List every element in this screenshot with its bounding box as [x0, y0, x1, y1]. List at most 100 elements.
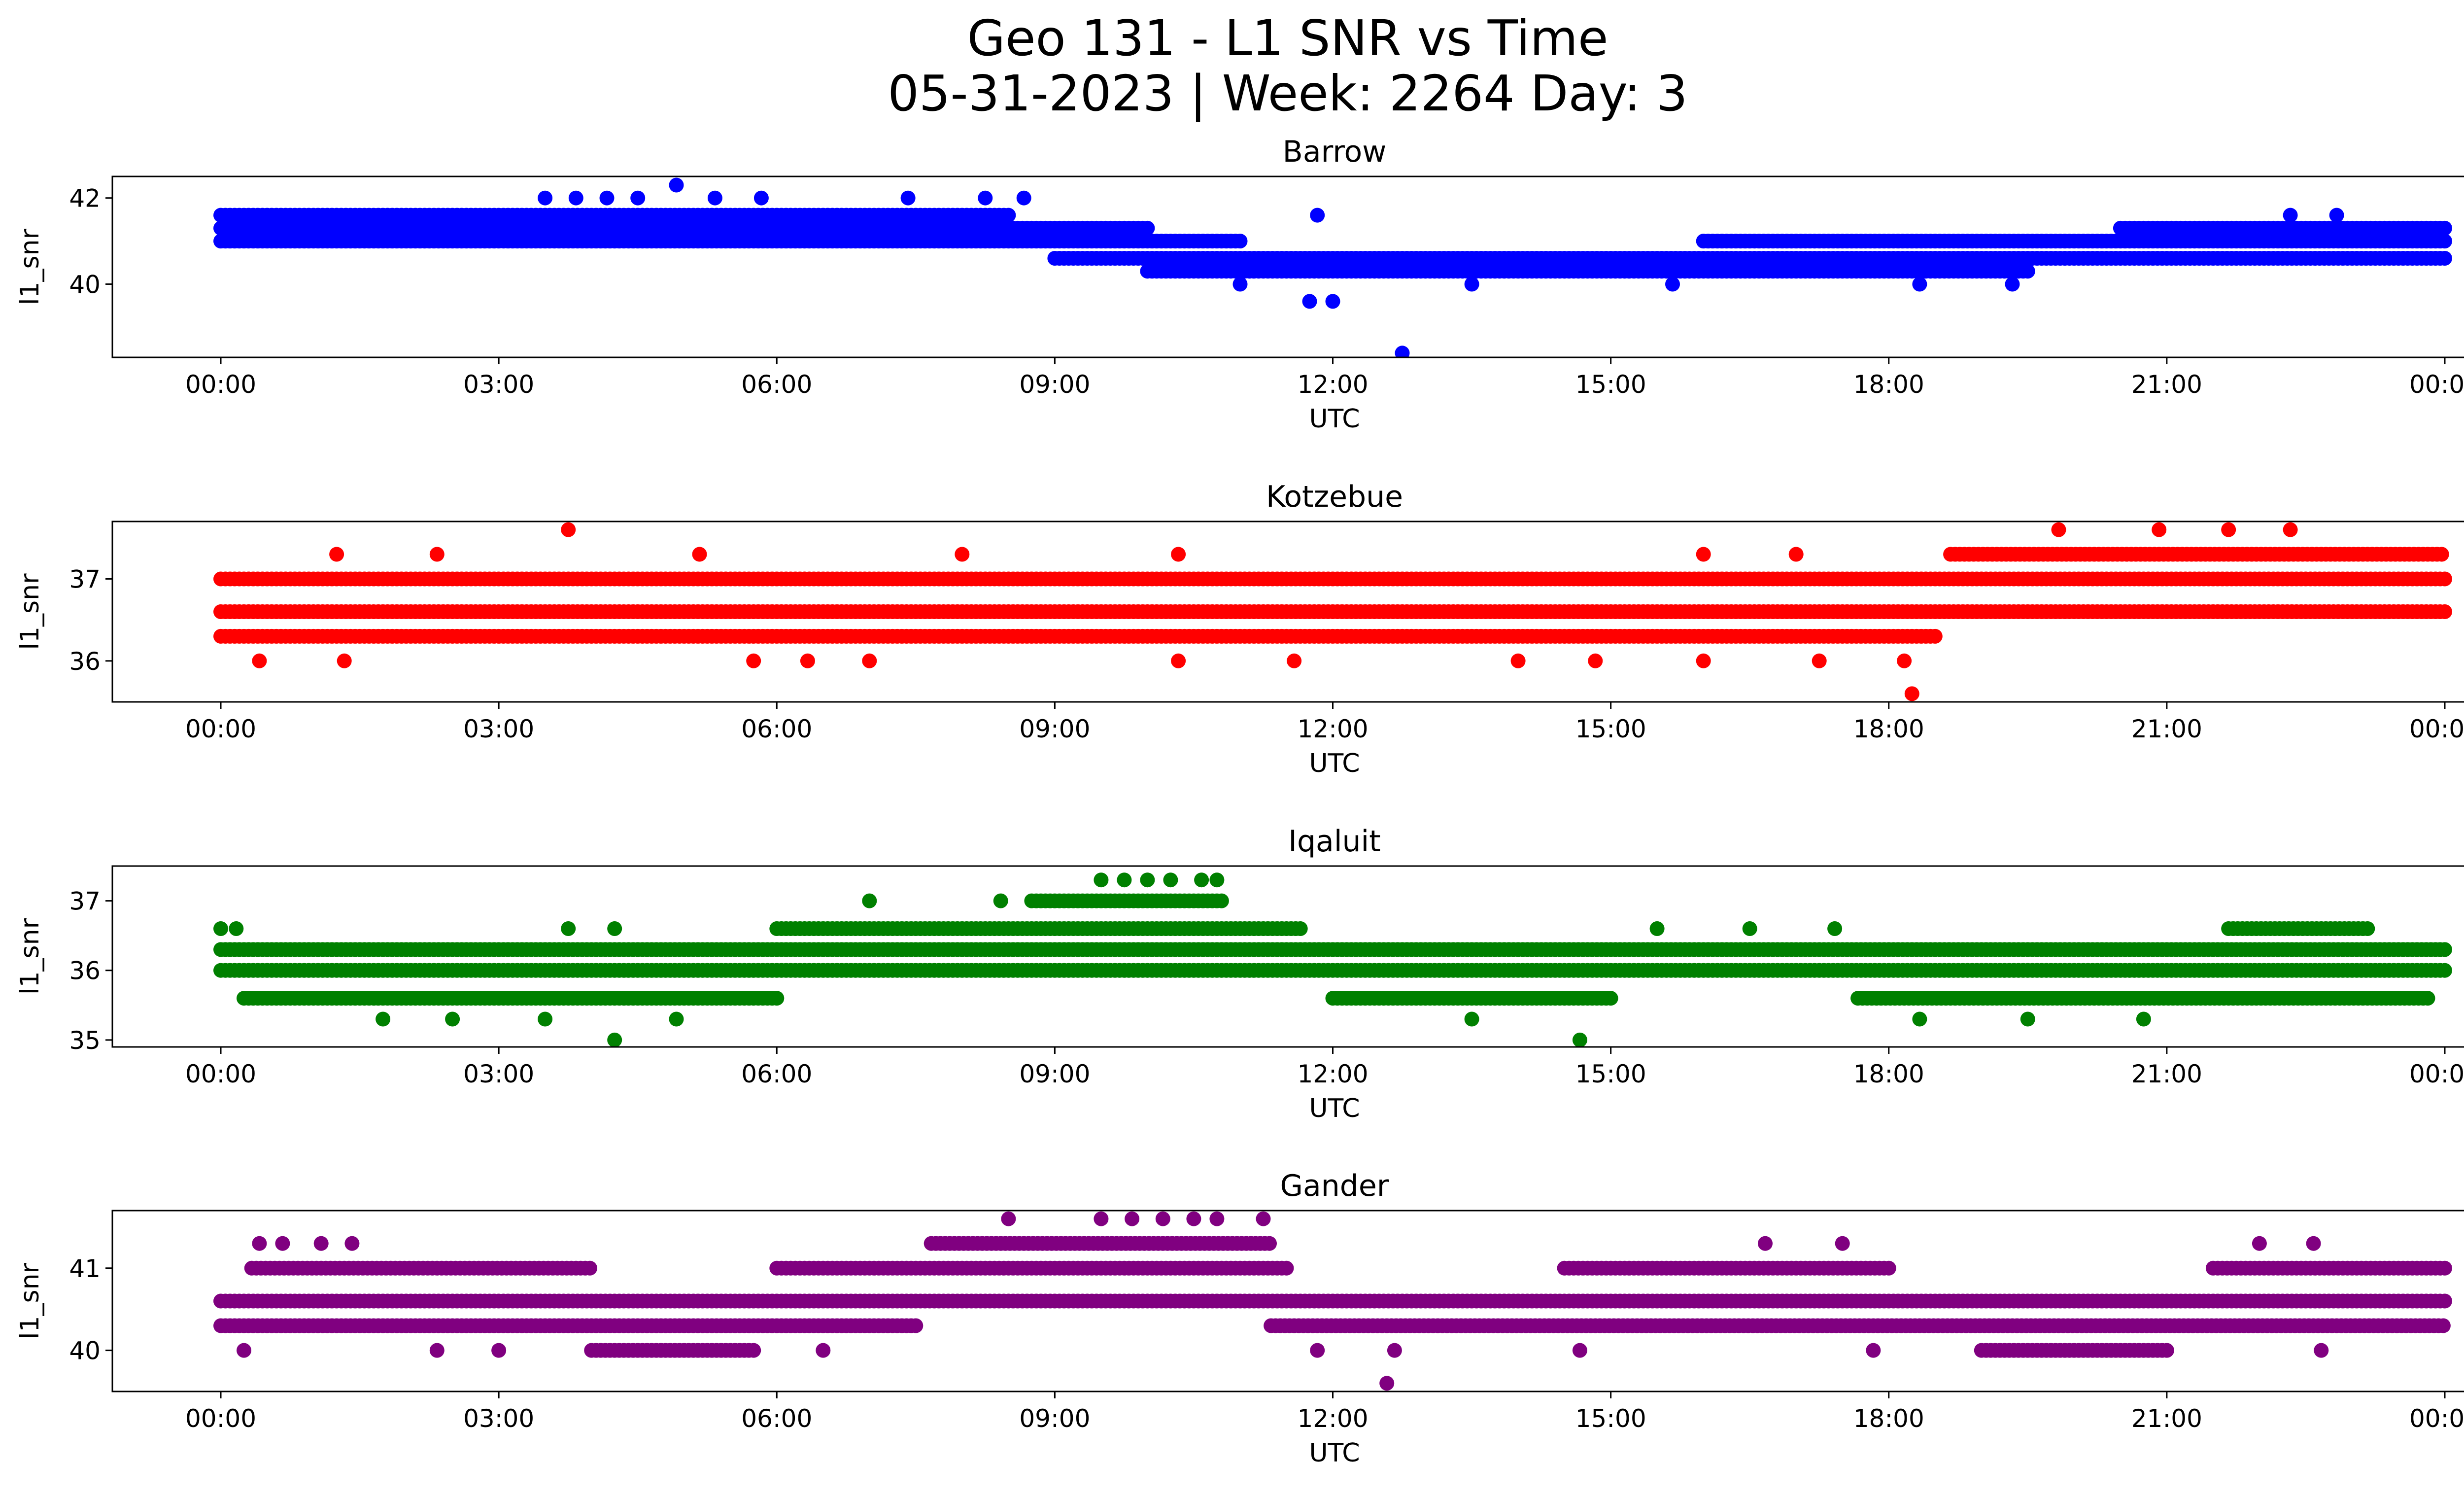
y-tick-label: 37 — [69, 565, 101, 593]
data-point — [1209, 872, 1225, 888]
data-point — [1325, 294, 1340, 309]
x-tick-label: 18:00 — [1853, 715, 1924, 743]
y-tick-label: 42 — [69, 184, 101, 213]
data-point — [2437, 220, 2452, 236]
data-point — [2221, 522, 2236, 537]
data-point — [1904, 686, 1919, 701]
data-point — [329, 547, 344, 562]
x-tick-label: 18:00 — [1853, 1060, 1924, 1088]
data-point — [568, 190, 583, 206]
data-point — [1696, 653, 1711, 668]
data-point — [1214, 893, 1229, 908]
axes-frame — [111, 175, 2464, 358]
data-point — [1140, 220, 1155, 236]
data-point — [2437, 251, 2452, 266]
data-point — [2420, 991, 2435, 1006]
data-point — [669, 1011, 684, 1027]
y-tick-label: 40 — [69, 270, 101, 299]
data-point — [2020, 1011, 2035, 1027]
figure-title-line1: Geo 131 - L1 SNR vs Time — [967, 9, 1608, 67]
y-tick-label: 36 — [69, 957, 101, 985]
data-point — [1742, 921, 1757, 936]
data-point — [978, 190, 993, 206]
x-tick-label: 21:00 — [2131, 370, 2202, 399]
data-point — [2051, 522, 2066, 537]
data-point — [1812, 653, 1827, 668]
data-point — [1510, 653, 1526, 668]
data-point — [2136, 1011, 2151, 1027]
x-tick-label: 06:00 — [741, 715, 812, 743]
data-point — [1649, 921, 1665, 936]
x-tick-label: 21:00 — [2131, 1060, 2202, 1088]
data-point — [1788, 547, 1804, 562]
x-tick-label: 00:00 — [185, 370, 256, 399]
x-axis-label: UTC — [1309, 404, 1360, 434]
data-point — [1897, 653, 1912, 668]
y-axis-label: l1_snr — [15, 228, 45, 305]
data-point — [1117, 872, 1132, 888]
x-tick-label: 15:00 — [1575, 715, 1646, 743]
x-axis-label: UTC — [1309, 749, 1360, 778]
data-point — [2437, 604, 2452, 619]
data-point — [2437, 571, 2452, 587]
data-point — [538, 1011, 553, 1027]
x-tick-label: 12:00 — [1297, 1060, 1368, 1088]
x-tick-label: 12:00 — [1297, 715, 1368, 743]
data-point — [1232, 277, 1248, 292]
x-tick-label: 09:00 — [1019, 370, 1090, 399]
data-point — [213, 921, 228, 936]
y-tick-label: 35 — [69, 1026, 101, 1055]
data-point — [1016, 190, 1031, 206]
data-point — [1696, 547, 1711, 562]
data-point — [337, 653, 352, 668]
x-tick-label: 00:00 — [2409, 715, 2464, 743]
subplot-title: Barrow — [1283, 135, 1387, 169]
x-tick-label: 09:00 — [1019, 1060, 1090, 1088]
data-point — [1464, 277, 1479, 292]
x-tick-label: 15:00 — [1575, 1060, 1646, 1088]
data-point — [955, 547, 970, 562]
data-point — [1171, 653, 1186, 668]
data-point — [630, 190, 646, 206]
data-point — [429, 547, 445, 562]
data-point — [669, 177, 684, 193]
data-point — [1171, 547, 1186, 562]
data-point — [993, 893, 1008, 908]
figure-title-line2: 05-31-2023 | Week: 2264 Day: 3 — [888, 65, 1688, 122]
data-point — [252, 653, 267, 668]
x-tick-label: 00:00 — [2409, 1060, 2464, 1088]
data-point — [1603, 991, 1618, 1006]
data-point — [229, 921, 244, 936]
y-axis-label: l1_snr — [15, 918, 45, 995]
data-point — [2020, 264, 2035, 279]
data-point — [1232, 234, 1248, 249]
x-tick-label: 06:00 — [741, 370, 812, 399]
data-point — [862, 653, 877, 668]
data-point — [2152, 522, 2167, 537]
data-point — [1912, 277, 1927, 292]
data-point — [2005, 277, 2020, 292]
x-tick-label: 06:00 — [741, 1060, 812, 1088]
x-tick-label: 03:00 — [463, 370, 534, 399]
x-tick-label: 09:00 — [1019, 715, 1090, 743]
data-point — [445, 1011, 460, 1027]
data-marks — [213, 1211, 2452, 1391]
data-point — [2329, 208, 2344, 223]
data-point — [746, 653, 761, 668]
x-tick-label: 12:00 — [1297, 370, 1368, 399]
data-point — [538, 190, 553, 206]
y-tick-label: 37 — [69, 887, 101, 916]
data-point — [1302, 294, 1317, 309]
data-point — [2434, 547, 2449, 562]
data-point — [607, 1032, 622, 1047]
data-point — [900, 190, 916, 206]
data-point — [2283, 522, 2298, 537]
data-point — [2283, 208, 2298, 223]
data-point — [1293, 921, 1308, 936]
data-point — [1163, 872, 1178, 888]
data-point — [1572, 1032, 1587, 1047]
x-tick-label: 03:00 — [463, 1060, 534, 1088]
subplot-title: Kotzebue — [1266, 480, 1403, 514]
